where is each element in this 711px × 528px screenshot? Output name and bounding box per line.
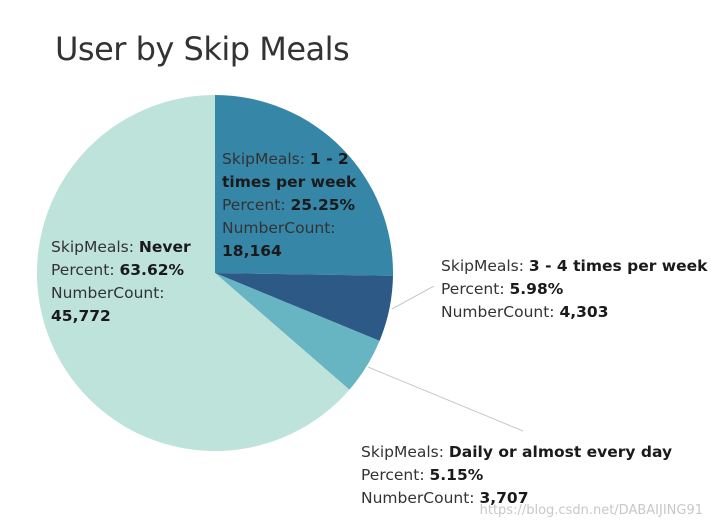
pie-slice-never[interactable] — [36, 95, 350, 451]
pie-slice-1-2-times-per-week[interactable] — [215, 95, 394, 276]
count-value: 3,707 — [479, 489, 529, 507]
field-label-percent: Percent: — [51, 261, 120, 279]
field-label-count: NumberCount: — [222, 219, 336, 237]
category-value: Daily or almost every day — [448, 443, 673, 461]
leader-line-3-4 — [391, 285, 435, 310]
count-value: 4,303 — [559, 303, 609, 321]
field-label-category: SkipMeals: — [361, 443, 449, 461]
percent-value: 63.62% — [119, 261, 185, 279]
field-label-category: SkipMeals: — [222, 150, 310, 168]
count-value: 18,164 — [222, 242, 282, 260]
leader-line-daily — [367, 366, 524, 432]
pie-slice-daily-or-almost-every-day[interactable] — [215, 273, 380, 390]
field-label-count: NumberCount: — [441, 303, 560, 321]
category-value: 3 - 4 times per week — [528, 257, 708, 275]
percent-value: 5.15% — [429, 466, 484, 484]
slice-label-3-4-times: SkipMeals: 3 - 4 times per week Percent:… — [441, 255, 707, 324]
count-value: 45,772 — [51, 307, 111, 325]
category-value: Never — [138, 238, 191, 256]
percent-value: 25.25% — [290, 196, 356, 214]
field-label-percent: Percent: — [441, 280, 510, 298]
category-value: 1 - 2 times per week — [222, 150, 357, 191]
field-label-count: NumberCount: — [361, 489, 480, 507]
field-label-category: SkipMeals: — [441, 257, 529, 275]
percent-value: 5.98% — [509, 280, 564, 298]
watermark: https://blog.csdn.net/DABAIJING91 — [479, 503, 703, 518]
field-label-percent: Percent: — [222, 196, 291, 214]
chart-title: User by Skip Meals — [55, 30, 350, 68]
field-label-percent: Percent: — [361, 466, 430, 484]
field-label-category: SkipMeals: — [51, 238, 139, 256]
slice-label-daily: SkipMeals: Daily or almost every day Per… — [361, 441, 672, 510]
field-label-count: NumberCount: — [51, 284, 165, 302]
pie-slice-3-4-times-per-week[interactable] — [215, 273, 393, 341]
slice-label-never: SkipMeals: Never Percent: 63.62% NumberC… — [51, 236, 211, 328]
slice-label-1-2-times: SkipMeals: 1 - 2 times per week Percent:… — [222, 148, 382, 263]
